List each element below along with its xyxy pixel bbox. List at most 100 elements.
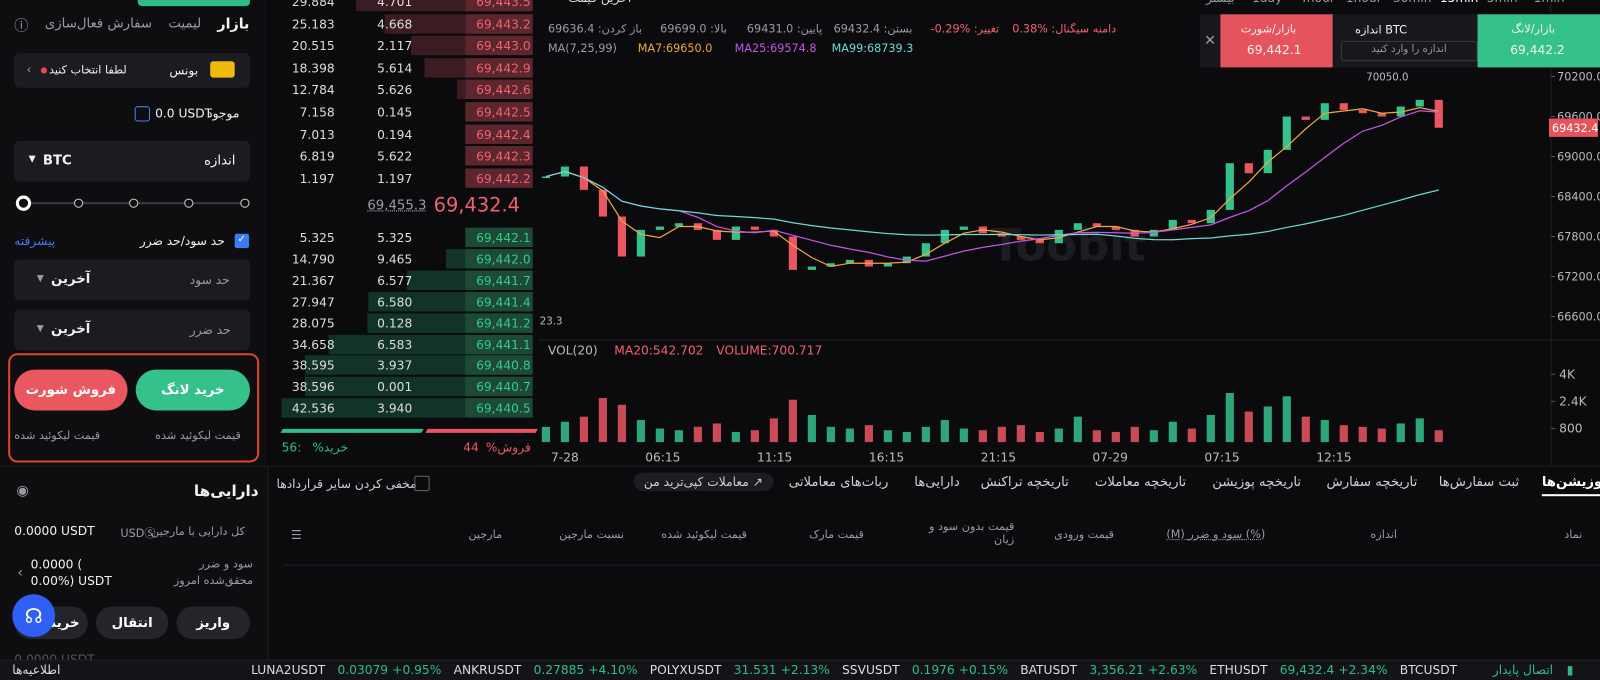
support-button[interactable]: ☊ <box>12 594 56 638</box>
tab[interactable]: تاریخچه پوزیشن <box>1212 474 1302 491</box>
announcements[interactable]: اطلاعیه‌ها <box>12 662 61 677</box>
gift-icon <box>210 61 235 78</box>
buy-button[interactable]: خرید لانگ <box>135 369 250 411</box>
row-divider <box>283 564 1600 566</box>
ticker[interactable]: 0.03079 +0.95% ANKRUSDT <box>337 663 521 677</box>
column-header: (M) سود و ضرر (%) <box>1166 527 1266 542</box>
checkbox[interactable] <box>414 475 430 492</box>
advanced-link[interactable]: پیشرفته <box>14 233 56 249</box>
total: 29.884 <box>291 0 335 10</box>
short-button[interactable] <box>1220 14 1333 68</box>
ticker[interactable]: 0.27885 +4.10% POLYXUSDT <box>534 663 722 677</box>
ohlc-info: 69432.4 :بستن <box>834 23 913 37</box>
total: 7.158 <box>299 105 335 120</box>
tab[interactable]: لیمیت <box>168 16 202 32</box>
long-button[interactable] <box>1477 14 1600 68</box>
hide-others: مخفی کردن سایر قراردادها <box>276 476 417 492</box>
ticker[interactable]: 3,356.21 +2.63% ETHUSDT <box>1089 663 1267 677</box>
top-button[interactable] <box>137 0 250 7</box>
ticker[interactable]: 31.531 +2.13% SSVUSDT <box>734 663 900 677</box>
slider[interactable] <box>14 192 254 214</box>
candle <box>1111 226 1120 230</box>
ohlc-info: 69431.0 :پایین <box>747 23 822 37</box>
price-cell <box>465 35 533 56</box>
candle <box>788 236 797 270</box>
timeframe[interactable]: 4hour <box>1299 0 1336 5</box>
sl-value[interactable]: آخرین <box>51 321 91 337</box>
tab[interactable]: تاریخچه معاملات <box>1094 474 1187 491</box>
close-icon[interactable]: ✕ <box>1204 32 1217 50</box>
ticker-change: +2.63% <box>1148 662 1198 677</box>
qt-size-input[interactable] <box>1340 40 1478 62</box>
ticker[interactable]: 0.1976 +0.15% BATUSDT <box>912 663 1077 677</box>
size-input[interactable] <box>14 140 250 182</box>
vol-tick-label: 800 <box>1559 422 1582 436</box>
total: 38.595 <box>291 358 335 374</box>
timeframe[interactable]: 15min <box>1440 0 1479 5</box>
price: 69,441.4 <box>476 294 531 310</box>
candle <box>712 229 721 240</box>
price-tick-label: 67800.0 <box>1557 231 1600 244</box>
tab[interactable]: پوزیشن‌ها <box>1541 475 1600 497</box>
candle <box>883 263 892 267</box>
volume-bar <box>1320 420 1329 443</box>
order-book: 29.884 4.701 69,443.5 25.183 4.668 69,443.2 20… <box>267 0 538 465</box>
sl-input[interactable] <box>14 309 250 351</box>
chevron[interactable]: ‹ <box>17 564 24 581</box>
candle <box>826 263 835 267</box>
caret: ▼ <box>36 323 44 334</box>
timeframe[interactable]: 30min <box>1393 0 1432 5</box>
ticker[interactable]: 69,432.4 +2.34% BTCUSDT <box>1280 663 1457 677</box>
dot <box>40 67 47 74</box>
candle <box>940 229 949 244</box>
ticker-price: 31.531 <box>733 662 777 677</box>
candle <box>541 176 550 179</box>
last-price-tag <box>1548 118 1598 137</box>
copy-trade[interactable]: معاملات کپی‌ترید من ↗ <box>633 472 774 492</box>
signal-icon: ▮ <box>1566 662 1574 677</box>
amount: 5.622 <box>377 149 413 164</box>
volume-bar <box>1111 431 1120 443</box>
highlight-frame <box>8 353 260 463</box>
assets-panel: دارایی‌ها ◉ کل دارایی با مارجین USDⓈ 0.0… <box>0 465 267 667</box>
candle <box>769 229 778 237</box>
settings-icon[interactable]: ☰ <box>290 527 302 543</box>
ticker-symbol: ANKRUSDT <box>453 662 522 677</box>
ohlc-info: 69636.4 :باز کردن <box>548 23 642 36</box>
candle <box>1244 163 1253 174</box>
price-type[interactable]: آخرین قیمت <box>568 0 632 6</box>
timeframe[interactable]: 1hour <box>1346 0 1383 5</box>
transfer-button[interactable]: انتقال <box>95 606 169 640</box>
price-cell <box>465 168 533 188</box>
tab[interactable]: ثبت سفارش‌ها <box>1438 474 1520 491</box>
buy-ratio-bar <box>280 428 424 433</box>
sell-button[interactable]: فروش شورت <box>14 369 128 411</box>
volume-bar <box>617 404 626 443</box>
candle <box>807 266 816 270</box>
buy-ratio: 56: <box>281 440 302 455</box>
tab[interactable]: تاریخچه تراکنش <box>980 474 1069 491</box>
tab[interactable]: تاریخچه سفارش <box>1326 474 1418 491</box>
price: 69,440.8 <box>476 358 531 374</box>
timeframe[interactable]: 1day <box>1252 0 1282 5</box>
price: 69,442.4 <box>476 127 531 142</box>
size-unit[interactable]: BTC <box>42 153 72 169</box>
tab[interactable]: بازار <box>217 16 250 33</box>
more[interactable]: بیشتر <box>1205 0 1234 6</box>
currency: USDⓈ <box>120 526 156 541</box>
ticker[interactable]: LUNA2USDT <box>251 663 325 677</box>
timeframe[interactable]: 1min <box>1534 0 1565 5</box>
timeframe[interactable]: 5min <box>1487 0 1518 5</box>
checkbox[interactable]: ✓ <box>234 233 249 249</box>
eye-icon[interactable]: ◉ <box>16 482 29 500</box>
slider-thumb[interactable] <box>15 195 32 211</box>
tab[interactable]: دارایی‌ها <box>914 474 960 491</box>
tab[interactable]: ربات‌های معاملاتی <box>788 474 889 491</box>
tp-value[interactable]: آخرین <box>51 271 91 287</box>
price-cell <box>465 313 533 333</box>
info-icon[interactable]: ⓘ <box>14 18 29 35</box>
deposit-button[interactable]: واریز <box>176 606 250 640</box>
tab[interactable]: سفارش فعال‌سازی <box>44 16 152 32</box>
candle <box>1377 113 1386 117</box>
tp-input[interactable] <box>14 259 250 301</box>
